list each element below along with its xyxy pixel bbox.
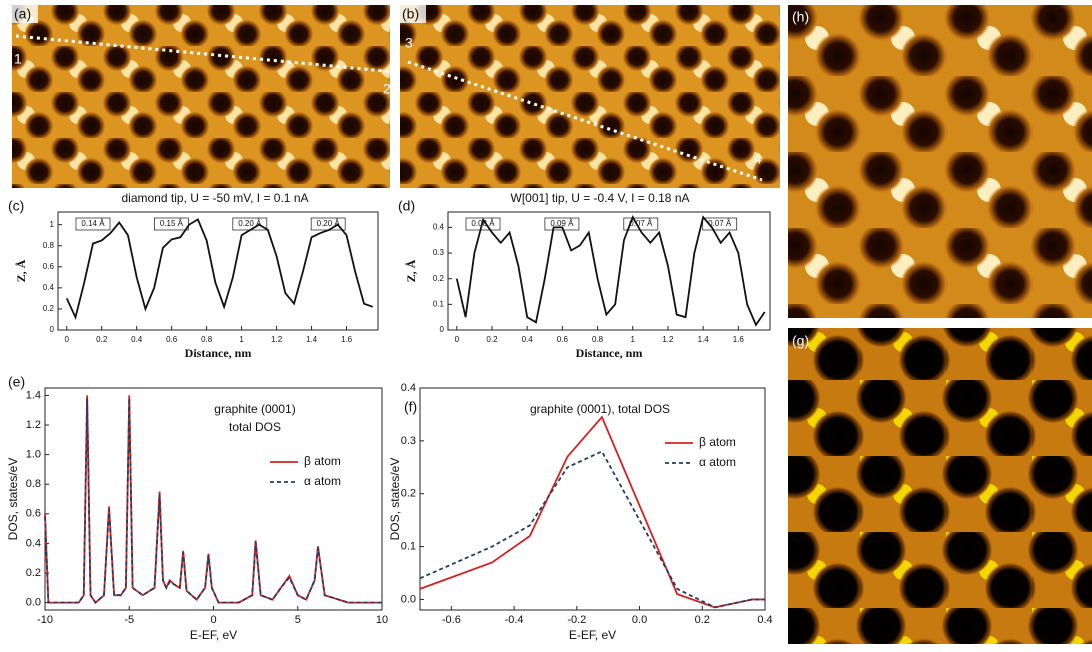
y-tick-label: 1 [50,220,55,229]
y-axis-label: Z, Å [14,259,28,282]
x-tick-label: -10 [37,614,53,626]
marker: 2 [383,81,391,97]
x-tick-label: 0.6 [557,335,569,344]
data-line [457,217,765,325]
plot-frame [45,388,382,610]
panel-label: (c) [8,198,24,214]
y-tick-label: 0.0 [401,593,416,605]
y-tick-label: 0.3 [401,435,416,447]
panel-label: (h) [792,9,809,25]
panel-label: (g) [792,333,809,349]
panel-label: (d) [398,198,415,214]
x-tick-label: -0.6 [442,614,461,626]
x-tick-label: 1.4 [698,335,710,344]
legend-label: α atom [304,474,341,488]
x-tick-label: 1.6 [341,335,353,344]
y-tick-label: 0.3 [433,248,445,257]
y-tick-label: 0.1 [433,299,445,308]
data-line [420,451,765,607]
x-tick-label: 1.2 [662,335,674,344]
stm-image [12,5,390,188]
chart-title: diamond tip, U = -50 mV, I = 0.1 nA [122,191,309,205]
x-tick-label: 0.8 [201,335,213,344]
y-tick-label: 0.2 [26,567,41,579]
x-tick-label: 0 [210,614,216,626]
x-tick-label: -0.2 [567,614,586,626]
y-tick-label: 0.4 [401,382,416,394]
y-tick-label: 0.2 [433,274,445,283]
x-tick-label: 1.2 [271,335,283,344]
x-tick-label: 0.8 [592,335,604,344]
annotation: 0.20 Å [238,219,262,228]
x-tick-label: 0 [65,335,70,344]
legend-label: α atom [699,455,736,469]
annotation: 0.20 Å [317,219,341,228]
y-axis-label: DOS, states/eV [388,458,402,541]
data-line [45,398,382,602]
data-line [67,219,373,317]
y-tick-label: 0.1 [401,540,416,552]
y-tick-label: 0.6 [26,508,41,520]
x-tick-label: 0.6 [166,335,178,344]
annotation: 0.07 Å [629,219,653,228]
panel-label: (b) [402,6,419,22]
y-tick-label: 0.6 [43,262,55,271]
chart-title: W[001] tip, U = -0.4 V, I = 0.18 nA [511,191,690,205]
legend-label: β atom [699,435,736,449]
x-axis-label: Distance, nm [576,346,643,360]
plot-frame [420,388,765,610]
y-tick-label: 0.2 [43,304,55,313]
panel-label: (f) [404,399,417,415]
x-tick-label: 0 [455,335,460,344]
x-tick-label: 0.0 [632,614,647,626]
y-tick-label: 0.0 [26,597,41,609]
figure: (a) (b) (h) (g) 1 2 3 4 (c) diamond tip, … [0,0,1092,652]
x-axis-label: Distance, nm [185,346,252,360]
x-tick-label: 10 [376,614,388,626]
y-tick-label: 0.4 [26,537,41,549]
stm-image [788,5,1092,318]
x-axis-label: E-EF, eV [190,628,237,642]
y-tick-label: 0 [50,325,55,334]
x-axis-label: E-EF, eV [569,628,616,642]
y-tick-label: 0.4 [43,283,55,292]
y-tick-label: 0.2 [401,488,416,500]
y-tick-label: 0.4 [433,223,445,232]
y-tick-label: 1.2 [26,419,41,431]
marker: 1 [14,51,22,67]
legend-label: β atom [304,454,341,468]
annotation: 0.15 Å [160,219,184,228]
x-tick-label: 0.4 [131,335,143,344]
y-tick-label: 0.8 [43,241,55,250]
stm-image [400,5,780,188]
chart-title: graphite (0001), total DOS [530,402,670,416]
y-tick-label: 0.8 [26,478,41,490]
marker: 4 [754,151,762,167]
stm-image [788,328,1092,644]
annotation: 0.14 Å [81,219,105,228]
panel-label: (a) [14,6,31,22]
marker: 3 [405,35,413,51]
x-tick-label: 0.4 [757,614,772,626]
panel-label: (e) [8,374,25,390]
x-tick-label: 5 [295,614,301,626]
x-tick-label: 0.2 [486,335,498,344]
x-tick-label: 1.6 [733,335,745,344]
x-tick-label: 0.2 [96,335,108,344]
x-tick-label: -5 [124,614,134,626]
y-axis-label: DOS, states/eV [6,458,20,541]
y-tick-label: 1.0 [26,449,41,461]
data-line [45,395,382,602]
x-tick-label: 1 [239,335,244,344]
annotation: total DOS [229,420,281,434]
y-tick-label: 1.4 [26,389,41,401]
y-axis-label: Z, Å [404,259,418,282]
y-tick-label: 0 [440,325,445,334]
x-tick-label: 1 [631,335,636,344]
x-tick-label: 0.4 [522,335,534,344]
x-tick-label: 1.4 [306,335,318,344]
annotation: graphite (0001) [214,402,295,416]
x-tick-label: -0.4 [505,614,524,626]
x-tick-label: 0.2 [695,614,710,626]
